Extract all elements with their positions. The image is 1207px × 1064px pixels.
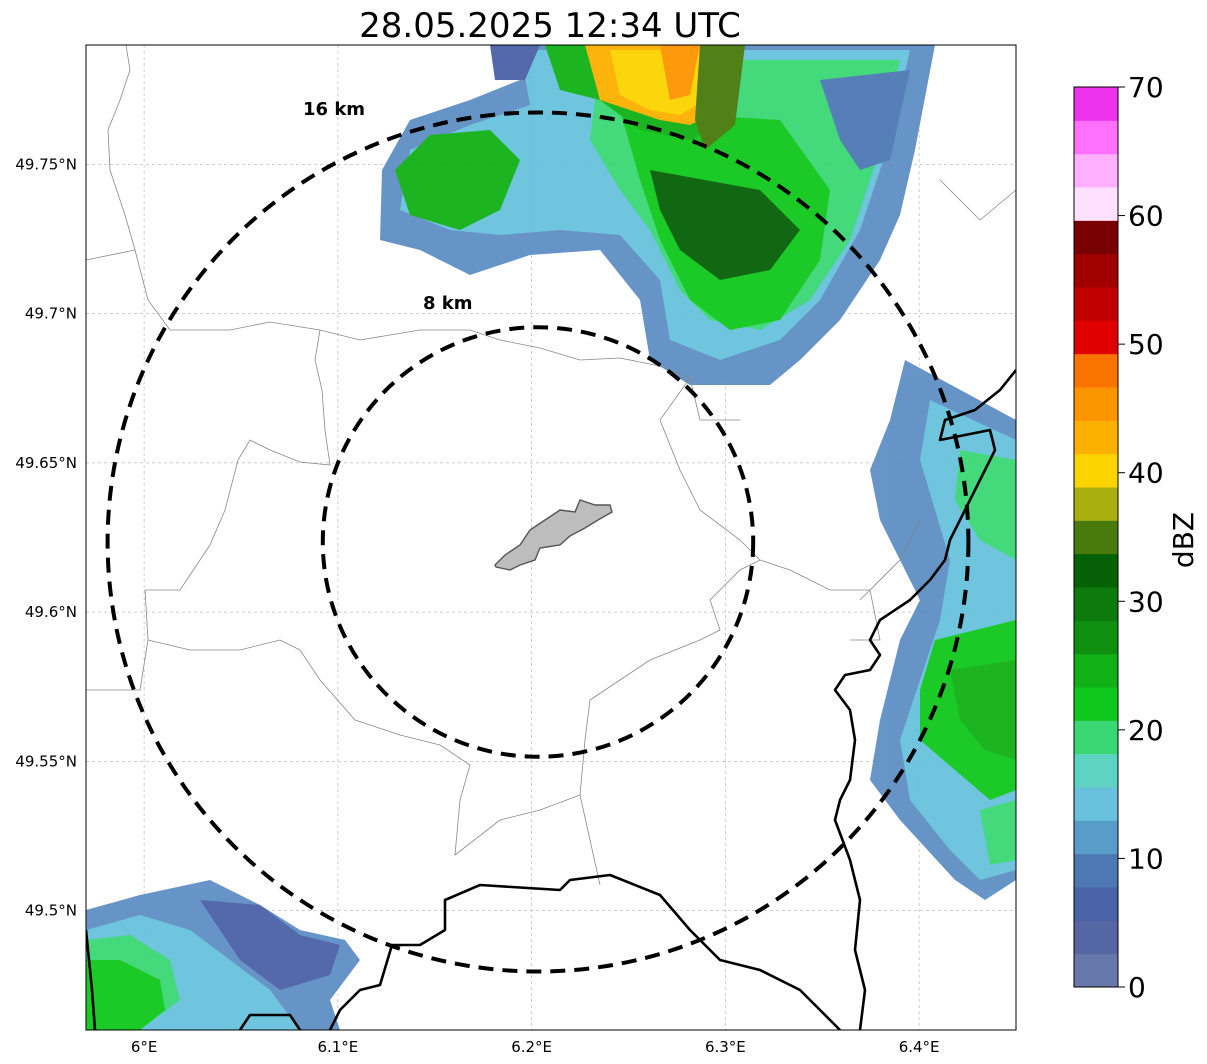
colorbar-segment (1074, 87, 1118, 121)
colorbar-segment (1074, 420, 1118, 455)
latitude-tick-label: 49.75°N (15, 155, 77, 173)
longitude-tick-label: 6.4°E (899, 1038, 940, 1056)
colorbar-tick-label: 70 (1128, 71, 1164, 104)
map-frame (85, 44, 1017, 1031)
colorbar-segment (1074, 387, 1118, 421)
colorbar-frame (1073, 86, 1119, 988)
colorbar-tick-label: 40 (1128, 457, 1164, 490)
colorbar-segment (1074, 487, 1118, 521)
longitude-tick-label: 6.3°E (705, 1038, 746, 1056)
colorbar-segment (1074, 820, 1118, 855)
colorbar-segment (1074, 720, 1118, 755)
colorbar-tick-label: 50 (1128, 328, 1164, 361)
latitude-tick-label: 49.7°N (25, 305, 77, 323)
colorbar-tick-label: 10 (1128, 842, 1164, 875)
colorbar-segment (1074, 120, 1118, 155)
colorbar-segment (1074, 853, 1118, 888)
colorbar-tick-label: 30 (1128, 585, 1164, 618)
colorbar-label: dBZ (1167, 512, 1200, 568)
colorbar: 0 10 20 30 40 50 60 70 (1073, 71, 1164, 1004)
colorbar-segment (1074, 287, 1118, 321)
colorbar-segment (1074, 353, 1118, 388)
radar-site-area (494, 499, 613, 571)
colorbar-tick-label: 60 (1128, 200, 1164, 233)
colorbar-segment (1074, 220, 1118, 255)
colorbar-segment (1074, 953, 1118, 988)
longitude-tick-label: 6.2°E (511, 1038, 552, 1056)
ring-label-16km: 16 km (303, 99, 365, 120)
longitude-tick-labels: 6°E 6.1°E 6.2°E 6.3°E 6.4°E (131, 1038, 940, 1056)
colorbar-segment (1074, 320, 1118, 355)
radar-reflectivity-echoes (86, 45, 1016, 1030)
range-ring (320, 325, 756, 759)
colorbar-segment (1074, 587, 1118, 621)
colorbar-segment (1074, 553, 1118, 588)
map-panel (86, 45, 1016, 1030)
longitude-tick-label: 6.1°E (317, 1038, 358, 1056)
colorbar-segment (1074, 187, 1118, 221)
colorbar-segment (1074, 153, 1118, 188)
echo-cell-southwest (86, 880, 360, 1030)
echo-cell-north (380, 45, 935, 385)
colorbar-segment (1074, 253, 1118, 288)
latitude-tick-label: 49.6°N (25, 603, 77, 621)
latitude-tick-label: 49.5°N (25, 902, 77, 920)
latitude-tick-label: 49.55°N (15, 752, 77, 770)
colorbar-tick-label: 0 (1128, 971, 1146, 1004)
colorbar-segment (1074, 887, 1118, 921)
latitude-tick-labels: 49.5°N 49.55°N 49.6°N 49.65°N 49.7°N 49.75°N (15, 155, 77, 919)
range-ring (105, 110, 971, 974)
national-borders (86, 369, 1016, 1030)
map-title: 28.05.2025 12:34 UTC (359, 6, 741, 46)
longitude-tick-label: 6°E (131, 1038, 158, 1056)
colorbar-segment (1074, 520, 1118, 555)
range-rings (105, 110, 971, 974)
colorbar-tick-label: 20 (1128, 714, 1164, 747)
colorbar-segment (1074, 653, 1118, 688)
colorbar-segment (1074, 787, 1118, 821)
colorbar-segment (1074, 753, 1118, 788)
ring-label-8km: 8 km (423, 293, 473, 314)
colorbar-segment (1074, 620, 1118, 655)
colorbar-segment (1074, 453, 1118, 488)
latitude-tick-label: 49.65°N (15, 454, 77, 472)
colorbar-segment (1074, 920, 1118, 955)
colorbar-segment (1074, 687, 1118, 721)
